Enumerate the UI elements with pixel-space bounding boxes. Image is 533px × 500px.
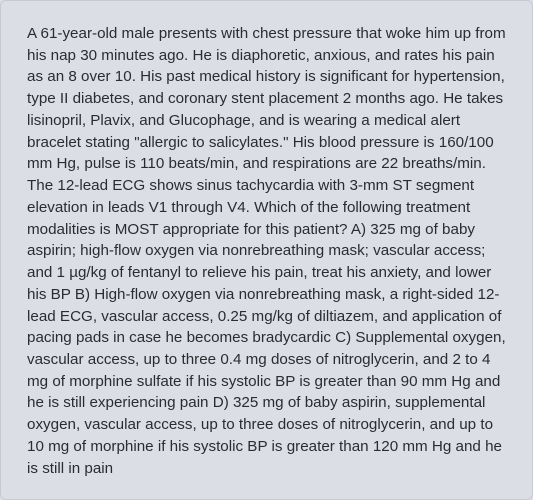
- question-text: A 61-year-old male presents with chest p…: [27, 23, 506, 479]
- flashcard: A 61-year-old male presents with chest p…: [0, 0, 533, 500]
